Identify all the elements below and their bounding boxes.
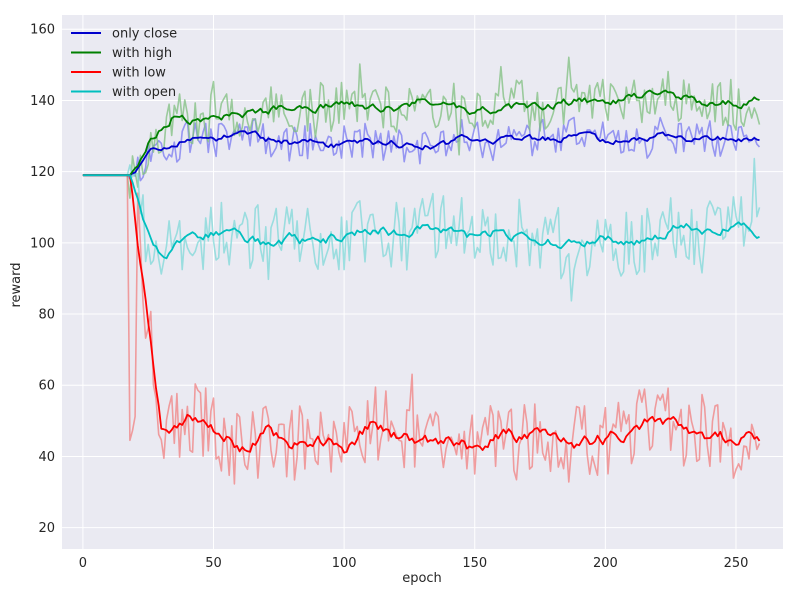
x-tick-label: 200 [593,556,618,571]
y-tick-label: 120 [30,165,55,180]
tick-labels: 0 50 100 150 200 250 20 40 60 80 100 120 140 160 [30,23,748,571]
smoothed-series-layer [82,89,761,454]
plot-background [62,15,783,549]
x-axis-label: epoch [402,571,442,586]
x-tick-label: 100 [332,556,357,571]
x-tick-label: 250 [724,556,749,571]
smooth-line-only-close [82,130,760,177]
y-tick-label: 40 [38,450,55,465]
y-tick-label: 60 [38,379,55,394]
smooth-line-with-high [82,89,760,177]
smooth-line-with-low [82,174,761,454]
smooth-line-with-open [82,174,760,260]
legend-label: with open [112,85,176,100]
raw-line-with-open [82,157,761,302]
y-tick-label: 160 [30,23,55,38]
y-tick-label: 100 [30,236,55,251]
y-axis-label: reward [9,262,24,307]
y-tick-label: 80 [38,308,55,323]
legend: only close with high with low with open [71,27,177,100]
legend-label: with high [112,46,172,61]
legend-label: with low [112,66,166,81]
raw-line-with-low [82,174,761,485]
x-tick-label: 150 [462,556,487,571]
x-tick-label: 0 [79,556,87,571]
y-tick-label: 140 [30,94,55,109]
y-tick-label: 20 [38,521,55,536]
x-tick-label: 50 [205,556,222,571]
legend-label: only close [112,27,177,42]
